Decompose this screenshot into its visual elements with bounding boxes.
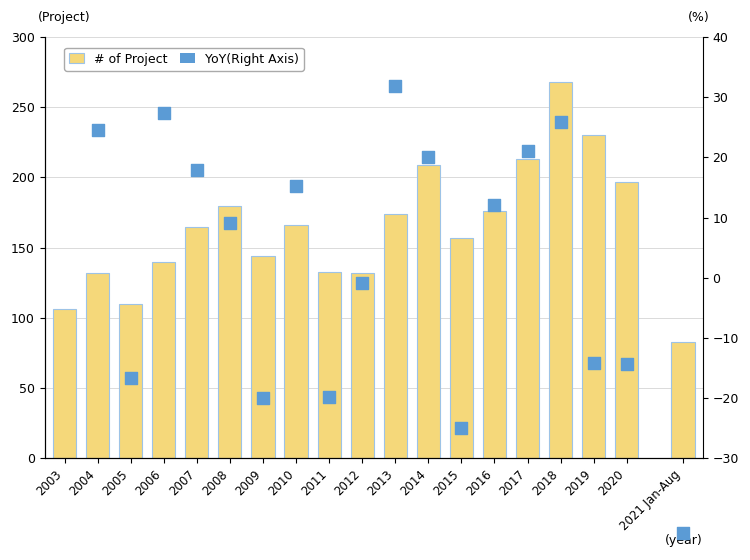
Point (389, 82, 401, 91)
Text: (Project): (Project) (38, 11, 91, 25)
Bar (152, 262, 176, 458)
Point (621, 360, 633, 368)
Bar (350, 273, 374, 458)
Point (124, 374, 136, 382)
Bar (317, 272, 340, 458)
Bar (450, 238, 473, 458)
Bar (615, 181, 638, 458)
Bar (516, 159, 539, 458)
Point (92, 126, 104, 135)
Text: (%): (%) (688, 11, 709, 25)
Text: (year): (year) (665, 534, 703, 547)
Point (677, 529, 689, 538)
Point (455, 423, 467, 432)
Bar (483, 211, 506, 458)
Point (356, 278, 368, 287)
Point (323, 393, 335, 402)
Bar (582, 136, 605, 458)
Bar (671, 342, 694, 458)
Point (488, 200, 500, 209)
Point (521, 147, 533, 156)
Bar (284, 225, 308, 458)
Bar (384, 214, 406, 458)
Bar (417, 165, 440, 458)
Point (190, 166, 202, 175)
Bar (86, 273, 109, 458)
Bar (53, 310, 76, 458)
Point (422, 152, 434, 161)
Point (290, 181, 302, 190)
Bar (218, 206, 242, 458)
Bar (185, 227, 209, 458)
Point (257, 394, 269, 403)
Point (554, 118, 566, 127)
Point (224, 218, 236, 227)
Bar (119, 304, 142, 458)
Point (588, 359, 600, 368)
Bar (251, 256, 274, 458)
Bar (549, 82, 572, 458)
Point (158, 109, 170, 118)
Legend: # of Project, YoY(Right Axis): # of Project, YoY(Right Axis) (64, 48, 304, 71)
